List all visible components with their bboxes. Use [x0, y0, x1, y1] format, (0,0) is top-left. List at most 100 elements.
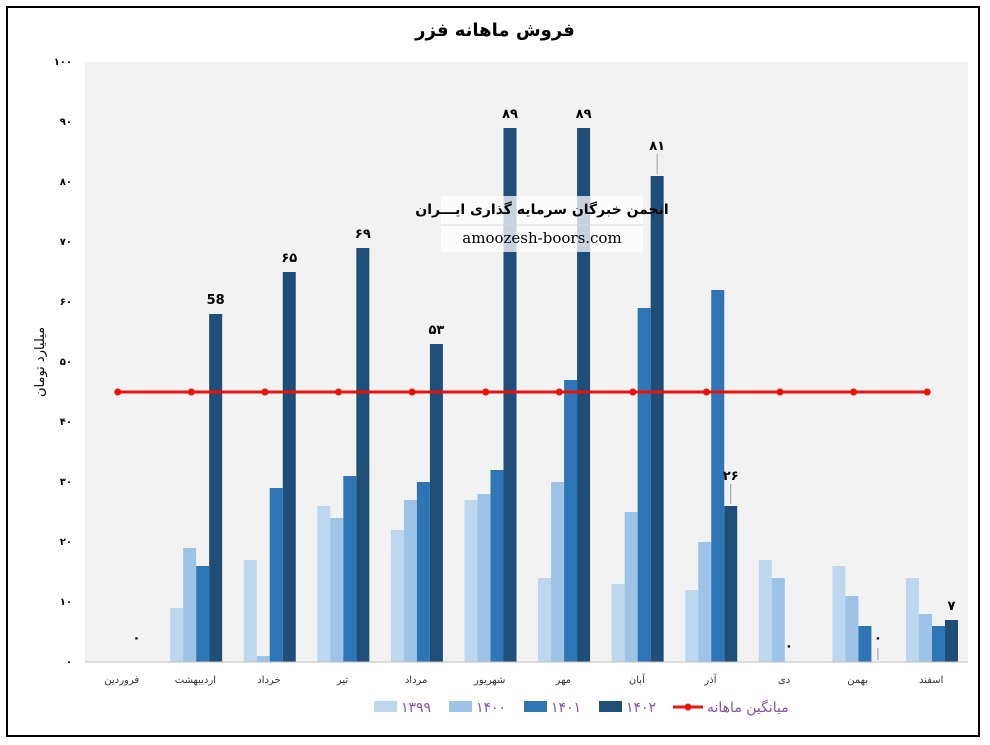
- x-tick-label: فروردین: [104, 675, 139, 686]
- y-axis: ۰ ۱۰ ۲۰ ۳۰ ۴۰ ۵۰ ۶۰ ۷۰ ۸۰ ۹۰ ۱۰۰: [54, 57, 72, 668]
- average-point: [850, 388, 858, 396]
- y-tick-label: ۷۰: [60, 237, 72, 248]
- bar: [624, 512, 638, 662]
- data-label: ۸۱: [649, 139, 665, 154]
- bar: [196, 566, 210, 662]
- x-tick-label: اسفند: [919, 675, 943, 686]
- y-tick-label: ۸۰: [60, 177, 72, 188]
- average-point: [482, 388, 490, 396]
- watermark-title: انجمن خبرگان سرمایه گذاری ایـــران: [415, 201, 668, 218]
- data-labels: ۰ 58 ۶۵ ۶۹ ۵۳ ۸۹ ۸۹ ۸۱ ۲۶ ۰ ۰ ۷: [133, 107, 956, 660]
- y-axis-label: میلیارد تومان: [33, 327, 48, 397]
- bar: [317, 506, 331, 662]
- y-tick-label: ۹۰: [60, 117, 72, 128]
- y-tick-label: ۵۰: [60, 357, 72, 368]
- legend-average-point: [684, 703, 692, 711]
- legend-label: ۱۳۹۹: [401, 700, 431, 716]
- bar: [464, 500, 478, 662]
- legend-label: ۱۴۰۱: [551, 700, 581, 716]
- x-tick-label: مرداد: [405, 675, 428, 686]
- average-point: [114, 388, 122, 396]
- bar: [724, 506, 738, 662]
- average-point: [335, 388, 343, 396]
- x-axis: فروردین اردیبهشت خرداد تیر مرداد شهریور مهر آبا…: [104, 673, 943, 686]
- bar: [698, 542, 712, 662]
- y-tick-label: ۱۰۰: [54, 57, 72, 68]
- bar: [650, 176, 664, 662]
- bar: [685, 590, 699, 662]
- bar: [758, 560, 772, 662]
- bar: [243, 560, 257, 662]
- x-tick-label: دی: [778, 675, 790, 686]
- x-tick-label: اردیبهشت: [175, 675, 216, 686]
- bar: [711, 290, 725, 662]
- watermark: انجمن خبرگان سرمایه گذاری ایـــران amooz…: [415, 196, 669, 252]
- bar: [490, 470, 504, 662]
- data-label: ۸۹: [502, 107, 518, 122]
- chart-title: فروش ماهانه فزر: [414, 20, 575, 41]
- x-tick-label: خرداد: [257, 675, 280, 686]
- bar: [403, 500, 417, 662]
- x-tick-label: آذر: [703, 673, 717, 686]
- y-tick-label: ۶۰: [60, 297, 72, 308]
- y-tick-label: ۱۰: [60, 597, 72, 608]
- legend-swatch: [449, 701, 472, 712]
- x-tick-label: تیر: [336, 675, 349, 686]
- bar: [945, 620, 958, 662]
- y-tick-label: ۲۰: [60, 537, 72, 548]
- bar: [564, 380, 578, 662]
- average-point: [629, 388, 637, 396]
- watermark-url: amoozesh-boors.com: [462, 229, 621, 247]
- bar: [845, 596, 859, 662]
- bar: [390, 530, 404, 662]
- bar: [209, 314, 223, 662]
- data-label: ۶۹: [355, 227, 371, 242]
- legend-label: ۱۴۰۰: [476, 700, 506, 716]
- bar: [330, 518, 344, 662]
- legend-swatch: [524, 701, 547, 712]
- bar: [551, 482, 565, 662]
- bar: [343, 476, 357, 662]
- bar: [170, 608, 184, 662]
- legend-swatch: [599, 701, 622, 712]
- data-label: ۵۳: [428, 323, 444, 338]
- bar: [429, 344, 443, 662]
- legend-label: ۱۴۰۲: [626, 700, 656, 716]
- bar: [477, 494, 491, 662]
- data-label: ۲۶: [723, 469, 739, 484]
- data-label: ۰: [874, 631, 882, 646]
- data-label: ۷: [948, 599, 956, 614]
- bar: [416, 482, 430, 662]
- average-point: [555, 388, 563, 396]
- bar: [269, 488, 283, 662]
- bar: [832, 566, 846, 662]
- average-point: [776, 388, 784, 396]
- bar: [771, 578, 785, 662]
- plot-area: [85, 62, 968, 662]
- bar: [256, 656, 270, 662]
- average-point: [923, 388, 931, 396]
- legend-swatch: [374, 701, 397, 712]
- data-label: 58: [207, 293, 225, 308]
- bar: [538, 578, 552, 662]
- average-point: [261, 388, 269, 396]
- average-point: [408, 388, 416, 396]
- bar: [919, 614, 932, 662]
- y-tick-label: ۰: [66, 657, 72, 668]
- x-tick-label: آبان: [629, 673, 646, 686]
- bar: [637, 308, 651, 662]
- bar: [858, 626, 872, 662]
- bar: [183, 548, 197, 662]
- bar: [577, 128, 591, 662]
- average-line: [114, 388, 931, 396]
- bar: [932, 626, 945, 662]
- bar: [356, 248, 370, 662]
- x-tick-label: شهریور: [473, 675, 505, 686]
- average-point: [187, 388, 195, 396]
- legend: ۱۳۹۹ ۱۴۰۰ ۱۴۰۱ ۱۴۰۲ میانگین ماهانه: [374, 699, 789, 716]
- average-point: [702, 388, 710, 396]
- bar: [611, 584, 625, 662]
- data-label: ۰: [133, 631, 141, 646]
- bar: [906, 578, 919, 662]
